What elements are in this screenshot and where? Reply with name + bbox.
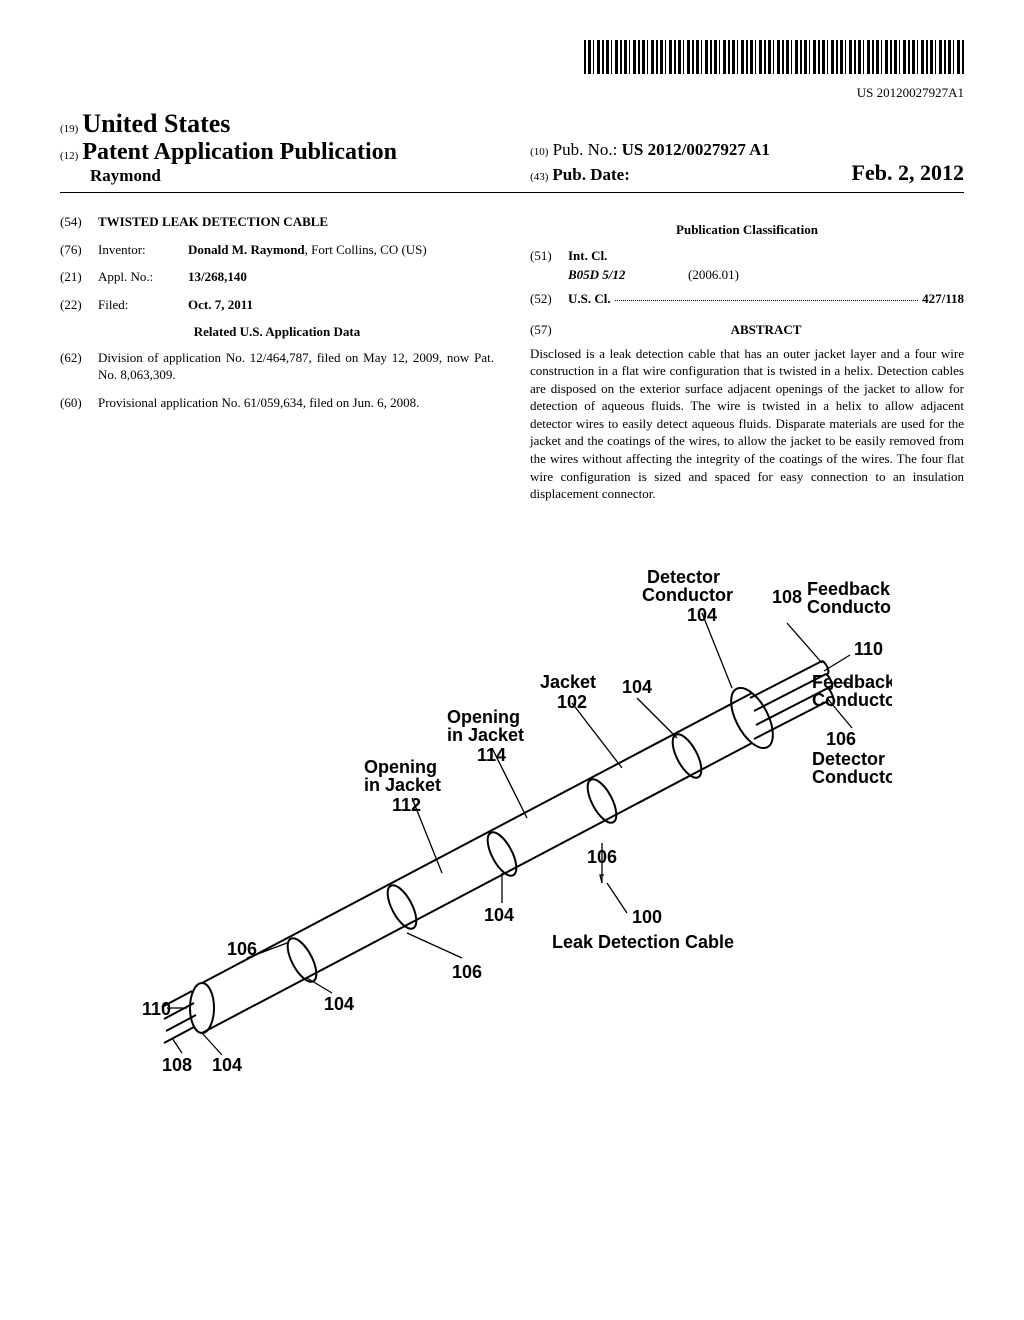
- barcode-block: [60, 40, 964, 79]
- right-column: Publication Classification (51) Int. Cl.…: [530, 213, 964, 503]
- country-line: (19) United States: [60, 109, 494, 139]
- filed-label: Filed:: [98, 296, 188, 314]
- divider: [60, 192, 964, 193]
- uscl-code: 427/118: [922, 290, 964, 308]
- label-cable: Leak Detection Cable: [552, 932, 734, 952]
- num-51: (51): [530, 247, 568, 265]
- appl-row: (21) Appl. No.: 13/268,140: [60, 268, 494, 286]
- label-detector-r1: Detector: [812, 749, 885, 769]
- num-22: (22): [60, 296, 98, 314]
- header-row: (19) United States (12) Patent Applicati…: [60, 109, 964, 186]
- label-opening114-1: Opening: [447, 707, 520, 727]
- num-10: (10): [530, 146, 548, 158]
- label-feedback-top1: Feedback: [807, 579, 891, 599]
- label-opening114-2: in Jacket: [447, 725, 524, 745]
- inventor-row: (76) Inventor: Donald M. Raymond, Fort C…: [60, 241, 494, 259]
- label-104b: 104: [484, 905, 514, 925]
- inventor-loc: , Fort Collins, CO (US): [305, 242, 427, 257]
- inventor-value: Donald M. Raymond, Fort Collins, CO (US): [188, 241, 494, 259]
- num-52: (52): [530, 290, 568, 308]
- pub-no-label: Pub. No.:: [553, 140, 618, 159]
- header-right: (10) Pub. No.: US 2012/0027927 A1 (43) P…: [530, 140, 964, 186]
- country: United States: [82, 109, 230, 138]
- num-60: (60): [60, 394, 98, 412]
- intcl-date: (2006.01): [688, 266, 739, 284]
- label-104c: 104: [324, 994, 354, 1014]
- label-106c: 106: [227, 939, 257, 959]
- label-jacket: Jacket: [540, 672, 596, 692]
- abstract-header: (57) ABSTRACT: [530, 315, 964, 345]
- division-text: Division of application No. 12/464,787, …: [98, 349, 494, 384]
- label-114: 114: [477, 745, 506, 765]
- num-19: (19): [60, 123, 78, 135]
- num-21: (21): [60, 268, 98, 286]
- dots-leader: [615, 290, 918, 301]
- num-54: (54): [60, 213, 98, 231]
- label-110-left: 110: [142, 999, 171, 1019]
- label-104a: 104: [622, 677, 652, 697]
- pub-date: Feb. 2, 2012: [852, 160, 964, 186]
- label-conductor-top: Conductor: [642, 585, 733, 605]
- abstract-text: Disclosed is a leak detection cable that…: [530, 345, 964, 503]
- label-106a: 106: [587, 847, 617, 867]
- inventor-name: Donald M. Raymond: [188, 242, 305, 257]
- label-feedback-r1: Feedback: [812, 672, 892, 692]
- label-108: 108: [772, 587, 802, 607]
- label-opening112-2: in Jacket: [364, 775, 441, 795]
- label-feedback-r2: Conductor: [812, 690, 892, 710]
- pub-type: Patent Application Publication: [82, 139, 397, 165]
- label-feedback-top2: Conductor: [807, 597, 892, 617]
- patent-page: US 20120027927A1 (19) United States (12)…: [0, 0, 1024, 1128]
- filed-date: Oct. 7, 2011: [188, 296, 494, 314]
- num-57: (57): [530, 321, 568, 339]
- label-108-left: 108: [162, 1055, 192, 1075]
- pub-date-line: (43) Pub. Date: Feb. 2, 2012: [530, 160, 964, 186]
- pub-no-line: (10) Pub. No.: US 2012/0027927 A1: [530, 140, 964, 160]
- num-62: (62): [60, 349, 98, 384]
- num-12: (12): [60, 150, 78, 162]
- appl-no: 13/268,140: [188, 268, 494, 286]
- uscl-row: (52) U.S. Cl. 427/118: [530, 290, 964, 308]
- label-106-right: 106: [826, 729, 856, 749]
- intcl-code-row: B05D 5/12 (2006.01): [530, 266, 964, 284]
- label-104-top: 104: [687, 605, 717, 625]
- label-100: 100: [632, 907, 662, 927]
- pub-date-label: Pub. Date:: [552, 165, 629, 184]
- label-102: 102: [557, 692, 587, 712]
- label-detector-r2: Conductor: [812, 767, 892, 787]
- title-row: (54) TWISTED LEAK DETECTION CABLE: [60, 213, 494, 231]
- filed-row: (22) Filed: Oct. 7, 2011: [60, 296, 494, 314]
- label-104-left: 104: [212, 1055, 242, 1075]
- figure-area: Detector Conductor 104 108 Feedback Cond…: [60, 543, 964, 1088]
- intcl-code: B05D 5/12: [568, 266, 688, 284]
- label-detector-top: Detector: [647, 567, 720, 587]
- pub-no: US 2012/0027927 A1: [622, 140, 770, 159]
- related-title: Related U.S. Application Data: [60, 323, 494, 341]
- num-76: (76): [60, 241, 98, 259]
- inventor-short: Raymond: [60, 166, 494, 186]
- division-row: (62) Division of application No. 12/464,…: [60, 349, 494, 384]
- provisional-row: (60) Provisional application No. 61/059,…: [60, 394, 494, 412]
- intcl-label: Int. Cl.: [568, 247, 607, 265]
- label-106b: 106: [452, 962, 482, 982]
- appl-label: Appl. No.:: [98, 268, 188, 286]
- left-column: (54) TWISTED LEAK DETECTION CABLE (76) I…: [60, 213, 494, 503]
- provisional-text: Provisional application No. 61/059,634, …: [98, 394, 494, 412]
- inventor-label: Inventor:: [98, 241, 188, 259]
- abstract-label: ABSTRACT: [568, 321, 964, 339]
- header-left: (19) United States (12) Patent Applicati…: [60, 109, 494, 186]
- uscl-label: U.S. Cl.: [568, 290, 611, 308]
- barcode-icon: [584, 40, 964, 74]
- pub-type-line: (12) Patent Application Publication: [60, 139, 494, 166]
- label-opening112-1: Opening: [364, 757, 437, 777]
- barcode-number: US 20120027927A1: [60, 85, 964, 101]
- label-112: 112: [392, 795, 421, 815]
- cable-diagram: Detector Conductor 104 108 Feedback Cond…: [132, 543, 892, 1083]
- classification-title: Publication Classification: [530, 221, 964, 239]
- label-110-top: 110: [854, 639, 883, 659]
- invention-title: TWISTED LEAK DETECTION CABLE: [98, 213, 494, 231]
- body-columns: (54) TWISTED LEAK DETECTION CABLE (76) I…: [60, 213, 964, 503]
- num-43: (43): [530, 171, 548, 183]
- intcl-row: (51) Int. Cl.: [530, 247, 964, 265]
